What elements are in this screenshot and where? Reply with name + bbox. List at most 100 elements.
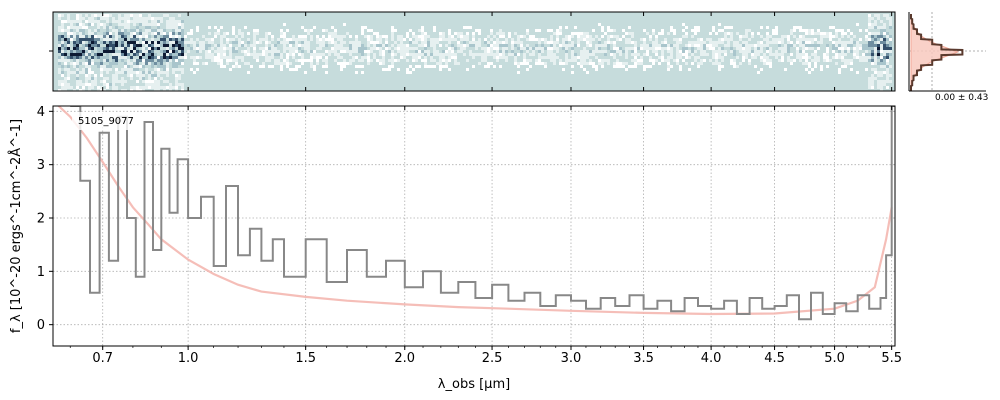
spectrum-2d-pixel (112, 86, 115, 89)
spectrum-2d-pixel (514, 53, 517, 56)
spectrum-2d-pixel (94, 38, 97, 41)
spectrum-2d-pixel (853, 47, 856, 50)
spectrum-2d-pixel (391, 44, 394, 47)
spectrum-2d-pixel (58, 17, 61, 20)
spectrum-2d-pixel (421, 35, 424, 38)
spectrum-2d-pixel (331, 35, 334, 38)
spectrum-2d-pixel (697, 41, 700, 44)
spectrum-2d-pixel (205, 44, 208, 47)
spectrum-2d-pixel (394, 59, 397, 62)
spectrum-2d-pixel (61, 74, 64, 77)
spectrum-2d-pixel (334, 32, 337, 35)
spectrum-2d-pixel (340, 56, 343, 59)
spectrum-2d-pixel (106, 53, 109, 56)
spectrum-2d-pixel (451, 50, 454, 53)
spectrum-2d-pixel (79, 23, 82, 26)
spectrum-2d-pixel (556, 56, 559, 59)
spectrum-2d-pixel (172, 71, 175, 74)
spectrum-2d-pixel (793, 35, 796, 38)
spectrum-2d-pixel (61, 83, 64, 86)
spectrum-2d-pixel (640, 62, 643, 65)
spectrum-2d-pixel (292, 53, 295, 56)
spectrum-2d-pixel (526, 38, 529, 41)
spectrum-2d-pixel (874, 26, 877, 29)
spectrum-2d-pixel (190, 32, 193, 35)
spectrum-2d-pixel (328, 32, 331, 35)
spectrum-2d-pixel (217, 56, 220, 59)
spectrum-2d-pixel (742, 47, 745, 50)
spectrum-2d-pixel (64, 29, 67, 32)
spectrum-2d-pixel (169, 53, 172, 56)
spectrum-2d-pixel (64, 20, 67, 23)
spectrum-2d-pixel (175, 62, 178, 65)
spectrum-2d-pixel (382, 35, 385, 38)
spectrum-2d-pixel (229, 50, 232, 53)
spectrum-2d-pixel (592, 62, 595, 65)
spectrum-2d-pixel (640, 47, 643, 50)
spectrum-2d-pixel (178, 83, 181, 86)
spectrum-2d-pixel (742, 50, 745, 53)
spectrum-2d-pixel (634, 62, 637, 65)
spectrum-2d-pixel (220, 53, 223, 56)
spectrum-2d-pixel (337, 53, 340, 56)
spectrum-2d-pixel (166, 74, 169, 77)
spectrum-2d-pixel (97, 53, 100, 56)
spectrum-2d-pixel (640, 44, 643, 47)
spectrum-2d-pixel (838, 29, 841, 32)
spectrum-2d-pixel (868, 86, 871, 89)
spectrum-2d-pixel (424, 65, 427, 68)
spectrum-2d-pixel (562, 47, 565, 50)
spectrum-2d-pixel (262, 47, 265, 50)
spectrum-2d-pixel (148, 71, 151, 74)
spectrum-2d-pixel (232, 47, 235, 50)
spectrum-2d-pixel (550, 29, 553, 32)
spectrum-2d-pixel (244, 62, 247, 65)
spectrum-2d-pixel (643, 65, 646, 68)
spectrum-2d-pixel (202, 62, 205, 65)
spectrum-2d-pixel (142, 20, 145, 23)
spectrum-2d-pixel (718, 53, 721, 56)
spectrum-2d-pixel (886, 59, 889, 62)
spectrum-2d-pixel (871, 59, 874, 62)
spectrum-2d-pixel (61, 20, 64, 23)
spectrum-2d-pixel (382, 44, 385, 47)
spectrum-2d-pixel (415, 53, 418, 56)
spectrum-2d-pixel (220, 35, 223, 38)
spectrum-2d-pixel (697, 38, 700, 41)
spectrum-2d-pixel (487, 65, 490, 68)
spectrum-2d-pixel (760, 44, 763, 47)
spectrum-2d-pixel (232, 41, 235, 44)
spectrum-2d-pixel (412, 35, 415, 38)
spectrum-2d-pixel (880, 83, 883, 86)
spectrum-2d-pixel (796, 41, 799, 44)
spectrum-2d-pixel (871, 47, 874, 50)
spectrum-2d-pixel (247, 38, 250, 41)
spectrum-2d-pixel (64, 32, 67, 35)
spectrum-2d-pixel (757, 41, 760, 44)
spectrum-2d-pixel (151, 29, 154, 32)
spectrum-2d-pixel (604, 32, 607, 35)
spectrum-2d-pixel (865, 47, 868, 50)
spectrum-2d-pixel (781, 53, 784, 56)
spectrum-2d-pixel (529, 38, 532, 41)
spectrum-2d-pixel (58, 44, 61, 47)
spectrum-2d-pixel (679, 56, 682, 59)
spectrum-2d-pixel (109, 38, 112, 41)
spectrum-2d-pixel (640, 56, 643, 59)
spectrum-2d-pixel (307, 47, 310, 50)
spectrum-2d-pixel (220, 44, 223, 47)
spectrum-2d-pixel (409, 71, 412, 74)
spectrum-2d-pixel (88, 77, 91, 80)
spectrum-2d-pixel (151, 50, 154, 53)
spectrum-2d-pixel (172, 26, 175, 29)
spectrum-2d-pixel (376, 59, 379, 62)
spectrum-2d-pixel (706, 38, 709, 41)
spectrum-2d-pixel (169, 56, 172, 59)
spectrum-2d-pixel (748, 38, 751, 41)
spectrum-2d-pixel (745, 50, 748, 53)
spectrum-2d-pixel (73, 59, 76, 62)
spectrum-2d-pixel (586, 32, 589, 35)
spectrum-2d-pixel (613, 53, 616, 56)
spectrum-2d-pixel (142, 35, 145, 38)
spectrum-2d-pixel (430, 56, 433, 59)
